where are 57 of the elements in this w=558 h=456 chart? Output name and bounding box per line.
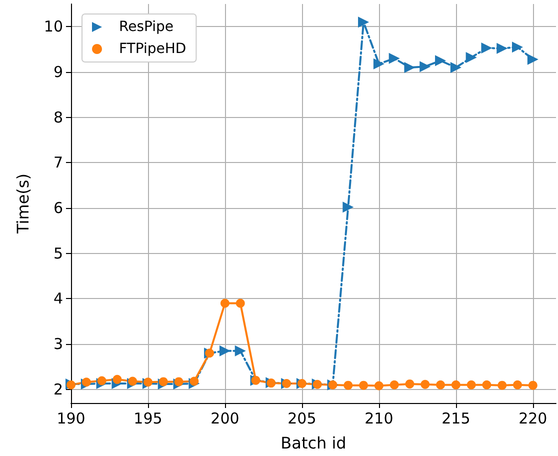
y-tick-label: 3 <box>53 335 63 354</box>
point <box>219 345 230 356</box>
point <box>436 380 446 390</box>
y-tick-label: 2 <box>53 380 63 398</box>
point <box>450 62 462 73</box>
y-tick-label: 4 <box>53 290 63 308</box>
point <box>342 202 354 213</box>
point <box>374 381 384 390</box>
y-tick-label: 7 <box>53 154 63 172</box>
point <box>344 380 353 390</box>
point <box>528 380 538 390</box>
point <box>496 42 508 54</box>
point <box>82 378 91 387</box>
point <box>128 376 138 386</box>
point <box>158 377 168 386</box>
point <box>174 377 184 386</box>
point <box>236 298 245 308</box>
point <box>190 376 199 386</box>
point <box>451 380 460 390</box>
y-tick-label: 10 <box>44 18 63 36</box>
x-tick-label: 210 <box>364 410 394 428</box>
point <box>373 58 384 70</box>
x-tick-label: 200 <box>210 410 240 428</box>
point <box>404 62 416 73</box>
x-tick-label: 205 <box>288 410 316 428</box>
point <box>234 345 246 356</box>
point <box>390 380 399 390</box>
point <box>420 61 431 72</box>
point <box>481 42 492 54</box>
point <box>97 376 106 386</box>
point <box>388 52 400 64</box>
point <box>527 54 538 65</box>
point <box>513 380 522 390</box>
point <box>466 52 477 63</box>
legend-label: ResPipe <box>119 19 174 35</box>
y-tick-label: 6 <box>53 199 63 218</box>
x-tick-label: 190 <box>56 410 86 428</box>
point <box>358 16 370 28</box>
y-tick-label: 9 <box>53 63 63 82</box>
point <box>435 55 446 66</box>
point <box>482 380 492 390</box>
x-tick-label: 220 <box>518 410 548 428</box>
y-tick-label: 8 <box>53 108 63 126</box>
legend-label: FTPipeHD <box>119 41 186 57</box>
point <box>498 380 507 390</box>
x-tick-label: 215 <box>442 410 470 428</box>
point <box>112 374 122 384</box>
point <box>220 298 230 308</box>
y-tick-label: 5 <box>53 244 63 262</box>
point <box>466 380 476 390</box>
point <box>512 42 524 53</box>
point <box>405 379 414 388</box>
point <box>420 380 430 389</box>
x-tick-label: 195 <box>134 410 162 428</box>
x-axis-title: Batch id <box>280 434 346 452</box>
point <box>359 380 368 390</box>
y-axis-title: Time(s) <box>14 174 32 234</box>
